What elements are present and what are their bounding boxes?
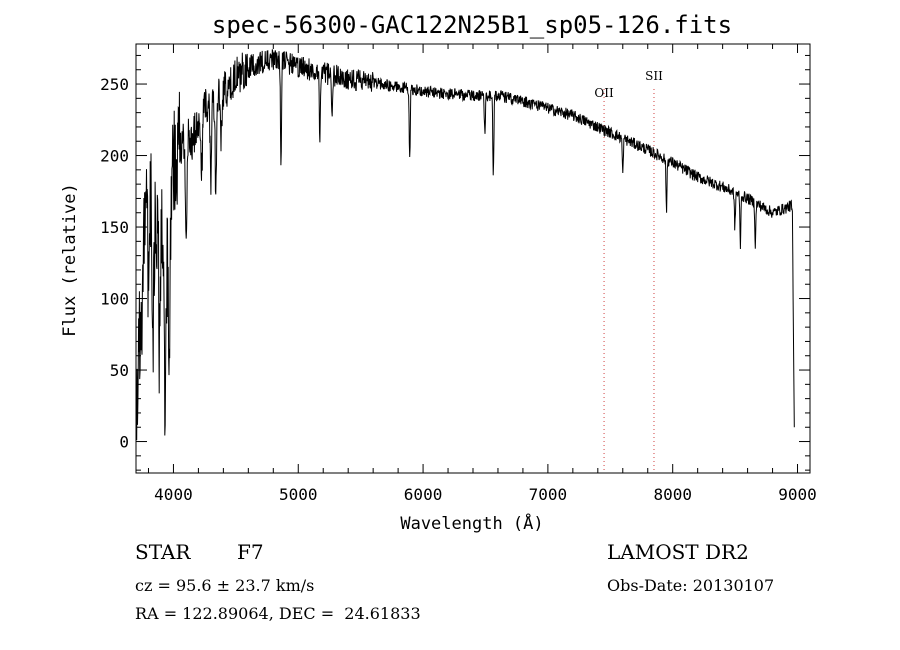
y-tick-label: 250 <box>100 75 129 94</box>
object-subclass: F7 <box>237 540 264 564</box>
x-tick-label: 7000 <box>529 485 568 504</box>
x-tick-label: 8000 <box>653 485 692 504</box>
plot-frame <box>135 43 811 474</box>
x-axis: 4000 5000 6000 7000 8000 9000 <box>147 44 817 504</box>
x-tick-label: 9000 <box>778 485 817 504</box>
observation-date: Obs-Date: 20130107 <box>607 576 775 595</box>
y-axis-label: Flux (relative) <box>60 183 80 337</box>
emission-line-label: OII <box>594 86 614 100</box>
x-tick-label: 6000 <box>404 485 443 504</box>
y-tick-label: 0 <box>119 433 129 452</box>
spectrum-line <box>135 49 795 441</box>
y-tick-label: 50 <box>110 361 129 380</box>
chart-title: spec-56300-GAC122N25B1_sp05-126.fits <box>212 11 732 39</box>
x-tick-label: 5000 <box>279 485 318 504</box>
x-axis-label: Wavelength (Å) <box>400 512 543 534</box>
x-tick-label: 4000 <box>154 485 193 504</box>
survey-name: LAMOST DR2 <box>607 540 749 564</box>
redshift-value: cz = 95.6 ± 23.7 km/s <box>135 576 315 595</box>
y-tick-label: 150 <box>100 218 129 237</box>
y-tick-label: 200 <box>100 147 129 166</box>
y-tick-label: 100 <box>100 290 129 309</box>
object-type: STAR <box>135 540 191 564</box>
emission-line-label: SII <box>645 69 663 83</box>
coordinates: RA = 122.89064, DEC = 24.61833 <box>135 604 421 623</box>
y-axis: 0 50 100 150 200 250 <box>100 54 810 471</box>
